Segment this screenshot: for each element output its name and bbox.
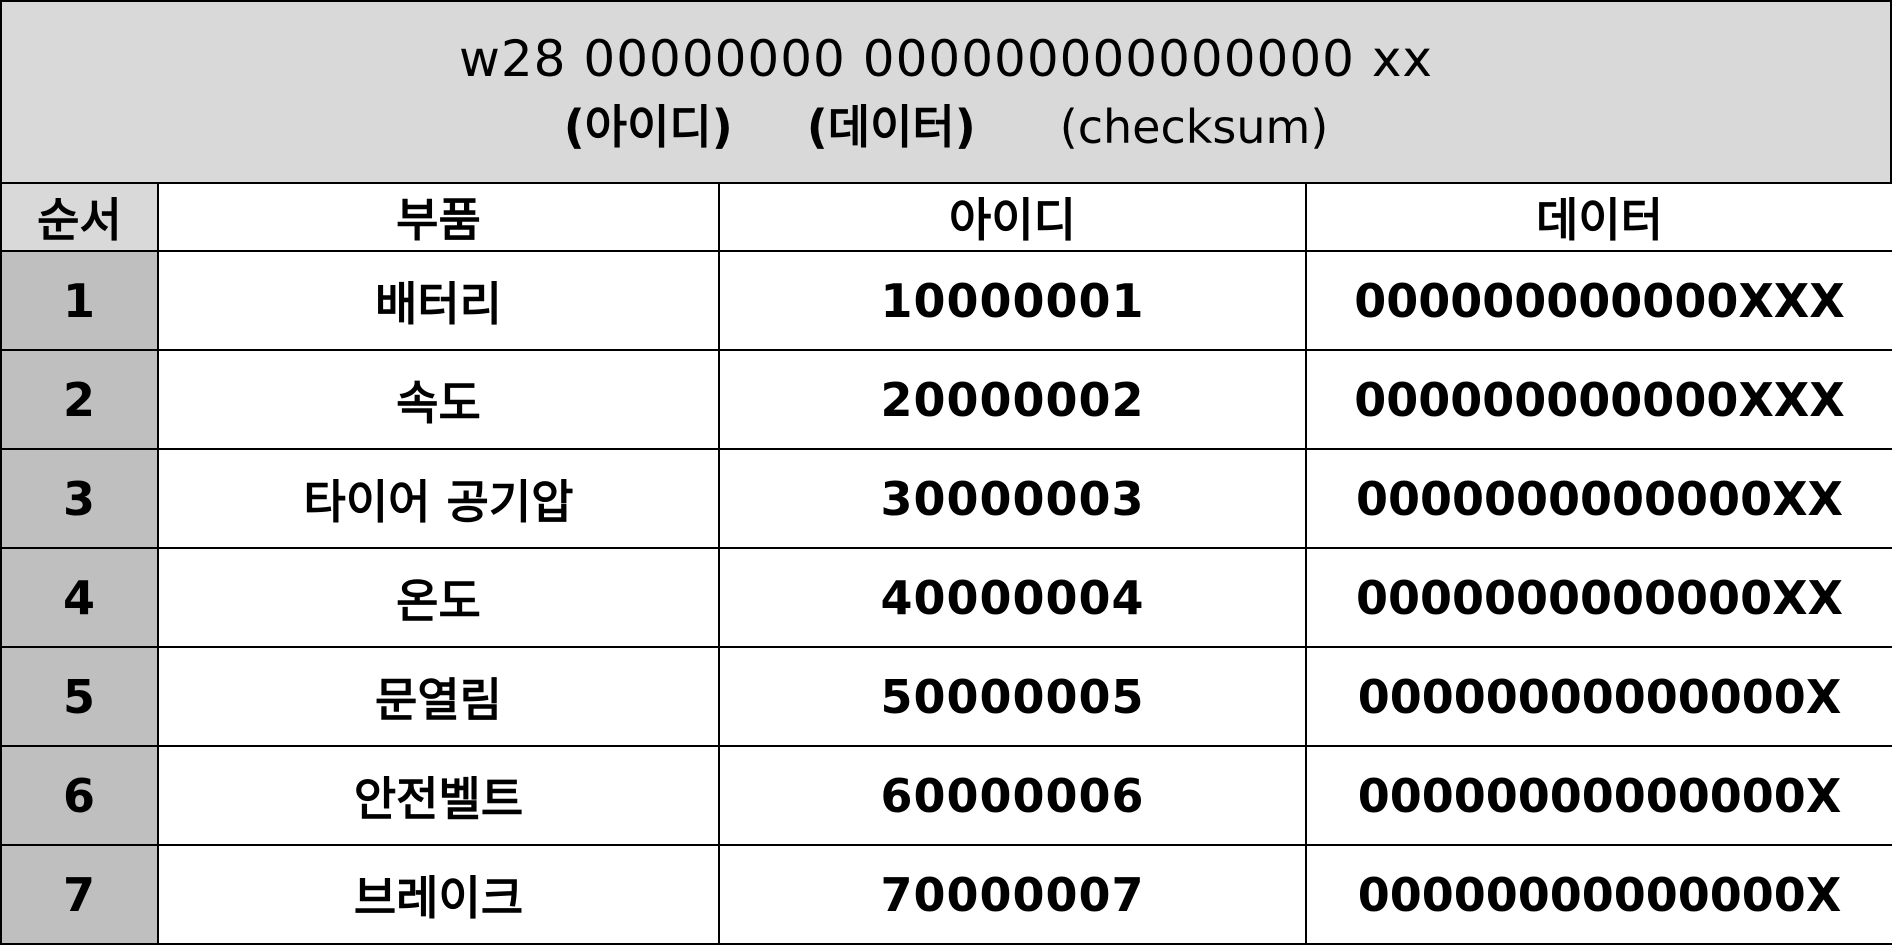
row-part: 안전벨트: [157, 745, 720, 846]
row-part: 문열림: [157, 646, 720, 747]
row-order: 1: [0, 250, 159, 351]
row-data: 00000000000000X: [1305, 745, 1892, 846]
row-id: 70000007: [718, 844, 1307, 945]
frame-field-labels: (아이디) (데이터) (checksum): [564, 97, 1329, 157]
parts-id-table: 순서 부품 아이디 데이터 1 배터리 10000001 00000000000…: [0, 182, 1892, 945]
row-id: 30000003: [718, 448, 1307, 549]
column-header-id: 아이디: [718, 182, 1307, 252]
table-row: 6 안전벨트 60000006 00000000000000X: [0, 745, 1892, 846]
row-order: 3: [0, 448, 159, 549]
label-data: (데이터): [806, 100, 976, 154]
row-data: 000000000000XXX: [1305, 250, 1892, 351]
table-header-row: 순서 부품 아이디 데이터: [0, 182, 1892, 252]
table-row: 7 브레이크 70000007 00000000000000X: [0, 844, 1892, 945]
row-data: 0000000000000XX: [1305, 547, 1892, 648]
row-data: 00000000000000X: [1305, 844, 1892, 945]
column-header-order: 순서: [0, 182, 159, 252]
row-id: 40000004: [718, 547, 1307, 648]
row-id: 20000002: [718, 349, 1307, 450]
label-checksum: (checksum): [1059, 100, 1329, 154]
row-order: 6: [0, 745, 159, 846]
table-row: 4 온도 40000004 0000000000000XX: [0, 547, 1892, 648]
row-data: 00000000000000X: [1305, 646, 1892, 747]
column-header-data: 데이터: [1305, 182, 1892, 252]
row-id: 50000005: [718, 646, 1307, 747]
row-part: 배터리: [157, 250, 720, 351]
row-order: 5: [0, 646, 159, 747]
row-id: 60000006: [718, 745, 1307, 846]
row-part: 속도: [157, 349, 720, 450]
row-order: 7: [0, 844, 159, 945]
row-part: 브레이크: [157, 844, 720, 945]
frame-format-line: w28 00000000 000000000000000 xx: [458, 30, 1434, 88]
column-header-part: 부품: [157, 182, 720, 252]
label-id: (아이디): [563, 100, 733, 154]
row-id: 10000001: [718, 250, 1307, 351]
row-data: 0000000000000XX: [1305, 448, 1892, 549]
table-row: 1 배터리 10000001 000000000000XXX: [0, 250, 1892, 351]
row-data: 000000000000XXX: [1305, 349, 1892, 450]
row-part: 온도: [157, 547, 720, 648]
row-order: 2: [0, 349, 159, 450]
table-row: 5 문열림 50000005 00000000000000X: [0, 646, 1892, 747]
table-row: 2 속도 20000002 000000000000XXX: [0, 349, 1892, 450]
row-part: 타이어 공기압: [157, 448, 720, 549]
frame-format-header: w28 00000000 000000000000000 xx (아이디) (데…: [0, 0, 1892, 184]
row-order: 4: [0, 547, 159, 648]
table-row: 3 타이어 공기압 30000003 0000000000000XX: [0, 448, 1892, 549]
